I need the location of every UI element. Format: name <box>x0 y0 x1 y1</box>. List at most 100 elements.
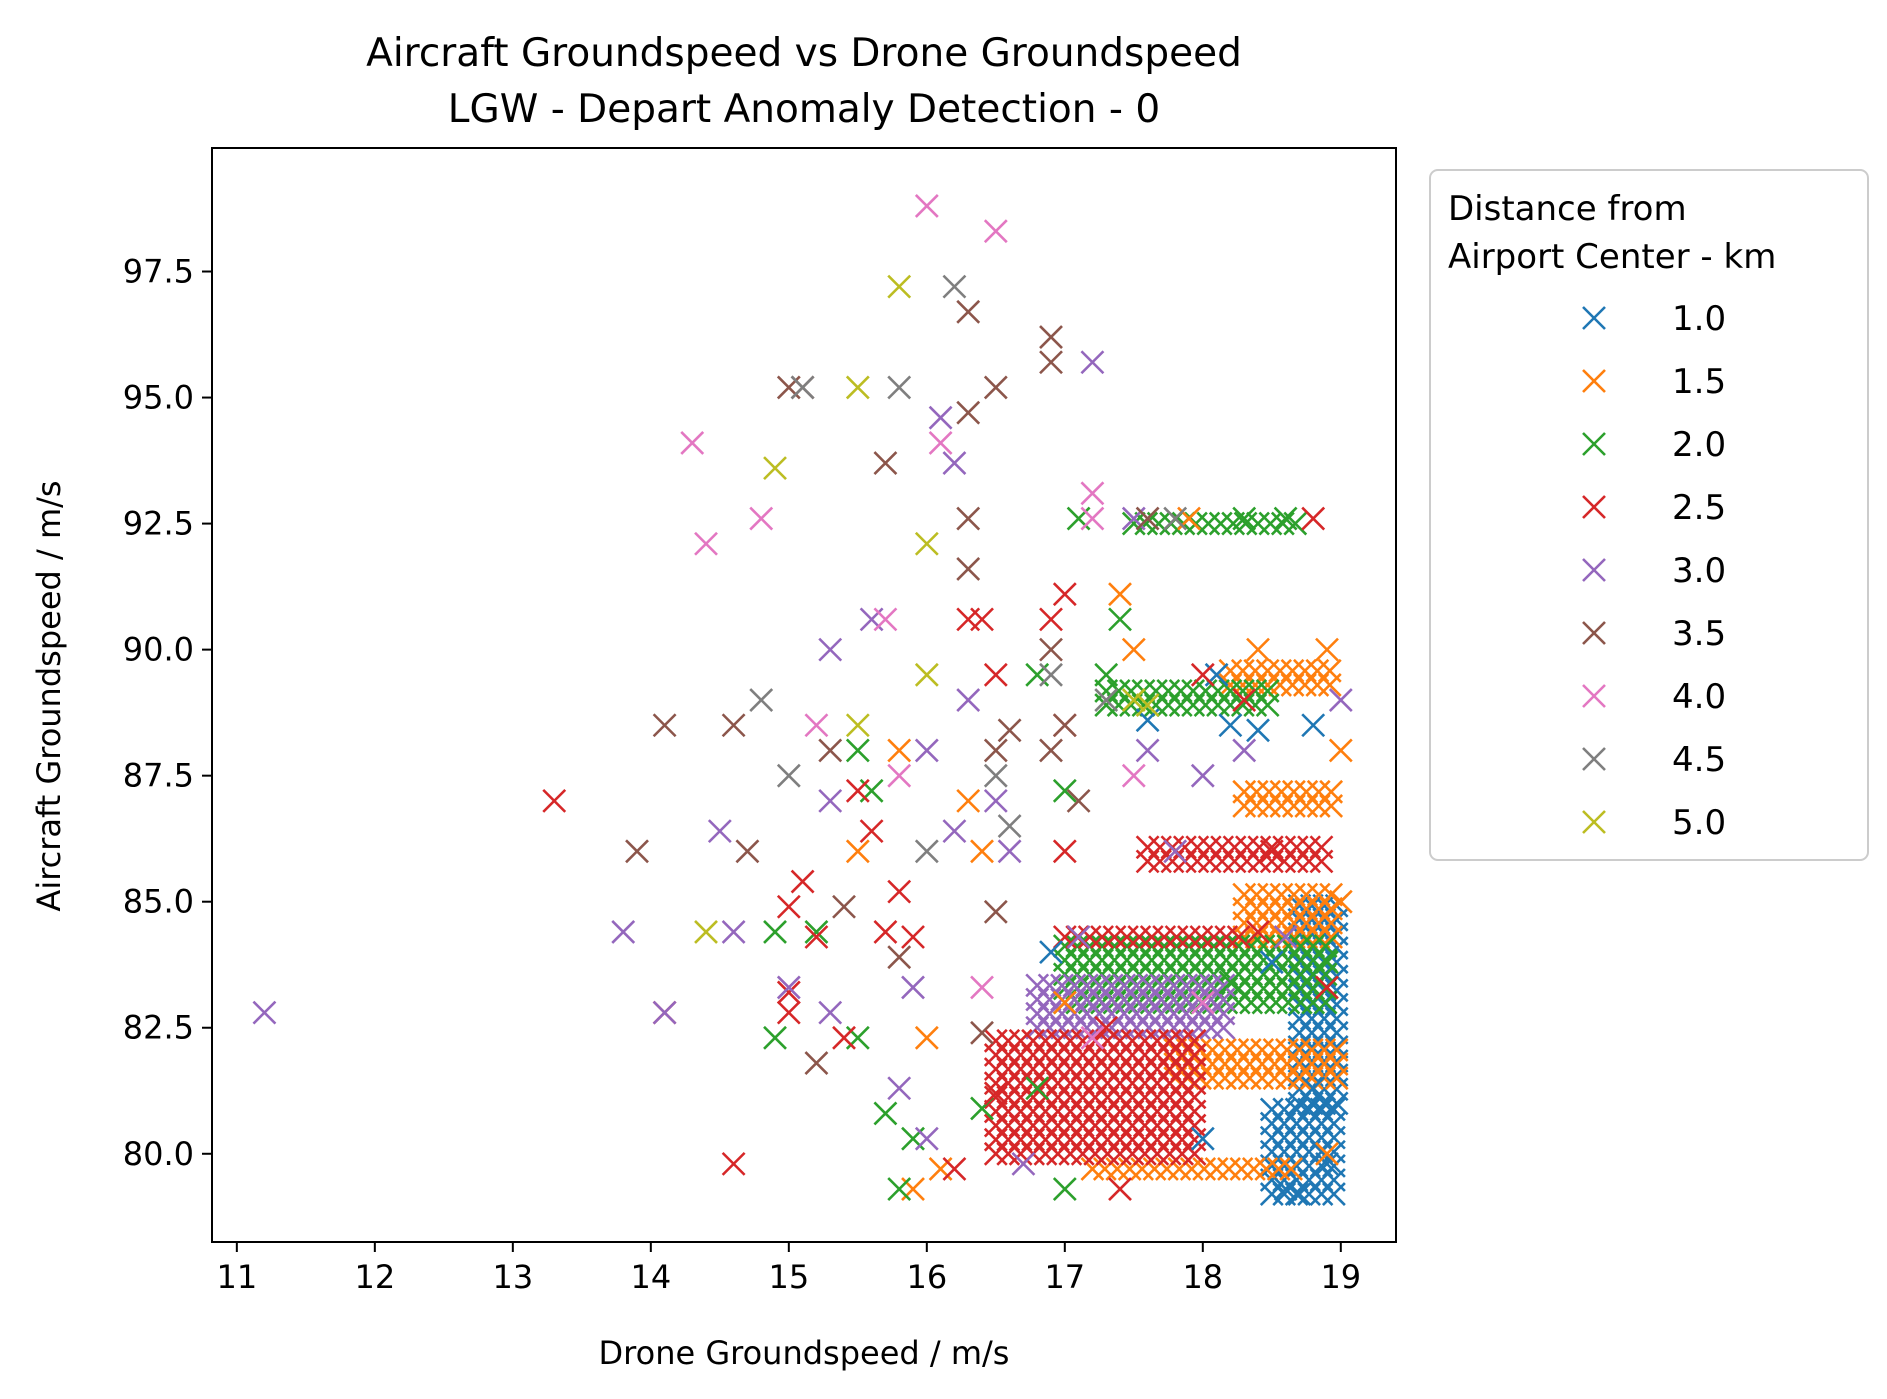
data-point <box>1190 662 1215 687</box>
data-point <box>887 763 912 788</box>
data-point <box>997 718 1022 743</box>
data-point <box>1039 607 1063 632</box>
data-point <box>694 920 718 944</box>
data-point <box>970 1020 994 1045</box>
legend-item-3.5: 3.5 <box>1582 614 1726 654</box>
data-point <box>942 819 967 844</box>
data-point <box>1328 688 1353 712</box>
data-point <box>1108 582 1132 607</box>
data-point <box>818 738 843 763</box>
legend: Distance from Airport Center - km 1.0 1.5… <box>1429 169 1869 861</box>
data-point <box>914 1126 939 1151</box>
data-point <box>1211 973 1236 998</box>
legend-marker <box>1582 432 1606 456</box>
y-tick-label: 85.0 <box>123 883 194 921</box>
data-point <box>1094 688 1119 712</box>
data-point <box>1135 506 1160 531</box>
legend-item-5.0: 5.0 <box>1582 803 1726 843</box>
data-point <box>1121 637 1146 662</box>
data-point <box>1066 925 1091 949</box>
legend-item-1.0: 1.0 <box>1582 299 1726 339</box>
data-point <box>1315 637 1339 662</box>
data-point <box>1025 1076 1050 1101</box>
data-point <box>956 400 981 425</box>
data-point <box>1301 506 1326 531</box>
data-point <box>873 920 898 944</box>
data-point <box>1259 839 1284 864</box>
data-point <box>790 869 815 894</box>
legend-marker <box>1582 558 1606 582</box>
data-point <box>1190 763 1215 788</box>
data-point <box>1208 511 1233 536</box>
data-point <box>983 899 1008 924</box>
data-point <box>763 1025 787 1050</box>
data-point <box>901 975 925 1000</box>
data-point <box>914 1025 939 1050</box>
data-point <box>901 925 925 949</box>
data-point <box>804 1051 829 1075</box>
data-point <box>542 788 567 813</box>
data-point <box>721 713 746 738</box>
data-point <box>763 456 787 481</box>
x-tick-label: 15 <box>768 1258 809 1296</box>
data-point <box>1246 511 1270 536</box>
data-point <box>942 451 967 476</box>
data-point <box>1287 1182 1312 1207</box>
data-point <box>1090 925 1114 949</box>
data-point <box>887 879 912 904</box>
legend-marker <box>1582 810 1606 834</box>
dense-cluster-13 <box>983 1028 1207 1166</box>
data-point <box>832 894 856 919</box>
data-point <box>970 975 994 1000</box>
y-tick-label: 95.0 <box>123 379 194 417</box>
data-point <box>1108 1177 1132 1201</box>
y-tick-label: 80.0 <box>123 1135 194 1173</box>
data-point <box>914 194 939 218</box>
legend-title-line-2: Airport Center - km <box>1448 237 1776 277</box>
data-point <box>1241 1156 1266 1181</box>
data-point <box>680 431 705 455</box>
data-point <box>1077 925 1102 949</box>
data-point <box>1273 506 1298 531</box>
data-point <box>1179 1156 1204 1181</box>
data-point <box>804 920 829 944</box>
data-point <box>776 894 801 919</box>
data-point <box>914 839 939 864</box>
data-point <box>983 662 1008 687</box>
data-point <box>873 607 898 632</box>
data-point <box>1270 511 1295 536</box>
data-point <box>845 713 870 738</box>
legend-label: 4.0 <box>1672 677 1726 717</box>
data-point <box>252 1000 277 1025</box>
data-point <box>1164 925 1189 949</box>
data-point <box>1052 778 1077 803</box>
data-point <box>983 763 1008 788</box>
legend-label: 2.5 <box>1672 488 1726 528</box>
data-point <box>1315 950 1339 975</box>
data-point <box>887 738 912 763</box>
data-point <box>1094 1015 1119 1040</box>
data-point <box>1039 637 1063 662</box>
data-point <box>1315 1141 1339 1166</box>
data-point <box>873 1101 898 1126</box>
y-tick-label: 82.5 <box>123 1009 194 1047</box>
data-point <box>1319 882 1344 907</box>
data-point <box>887 945 912 970</box>
series-3.0 <box>252 350 1353 1176</box>
x-axis-label: Drone Groundspeed / m/s <box>599 1334 1010 1372</box>
legend-label: 3.0 <box>1672 551 1726 591</box>
data-point <box>1127 925 1152 949</box>
data-point <box>1266 1156 1291 1181</box>
data-point <box>694 531 718 556</box>
data-point <box>1204 1156 1229 1181</box>
data-point <box>1201 925 1226 949</box>
data-point <box>1233 511 1258 536</box>
y-tick-label: 87.5 <box>123 757 194 795</box>
data-point <box>1163 506 1188 531</box>
legend-marker <box>1582 495 1606 519</box>
legend-marker <box>1582 369 1606 393</box>
series-4.5 <box>749 274 1188 864</box>
data-point <box>1121 688 1146 712</box>
x-tick-label: 16 <box>906 1258 947 1296</box>
